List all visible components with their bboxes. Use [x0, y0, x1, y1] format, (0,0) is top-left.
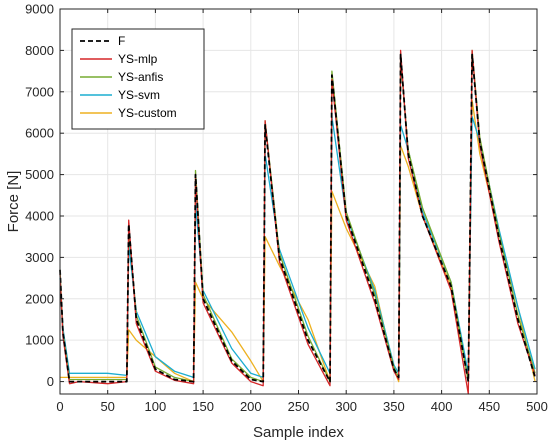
ticks: 0 50 100 150 200 250 300 350 400 450 5000100020003…: [25, 2, 548, 415]
y-tick-label: 8000: [25, 43, 54, 58]
series-line-f: [59, 53, 536, 383]
x-tick-label: 350: [383, 399, 405, 414]
x-tick-label: 100: [145, 399, 167, 414]
legend-entry: YS-custom: [118, 106, 177, 120]
y-tick-label: 3000: [25, 250, 54, 265]
y-tick-label: 2000: [25, 291, 54, 306]
x-tick-label: 300: [335, 399, 357, 414]
y-tick-label: 0: [47, 374, 54, 389]
y-tick-label: 6000: [25, 126, 54, 141]
y-tick-label: 9000: [25, 2, 54, 17]
x-tick-label: 400: [431, 399, 453, 414]
x-tick-label: 0: [56, 399, 63, 414]
legend-entry: YS-mlp: [118, 52, 158, 66]
x-axis-label: Sample index: [253, 424, 344, 441]
y-tick-label: 5000: [25, 167, 54, 182]
series-line-ys-mlp: [59, 49, 536, 395]
y-tick-label: 7000: [25, 84, 54, 99]
series-group: [59, 49, 536, 395]
legend-entry: F: [118, 34, 125, 48]
x-tick-label: 450: [478, 399, 500, 414]
y-tick-label: 4000: [25, 208, 54, 223]
y-tick-label: 1000: [25, 333, 54, 348]
x-tick-label: 200: [240, 399, 262, 414]
x-tick-label: 50: [100, 399, 114, 414]
x-tick-label: 250: [288, 399, 310, 414]
x-tick-label: 150: [192, 399, 214, 414]
legend-entry: YS-svm: [118, 88, 160, 102]
legend-entry: YS-anfis: [118, 70, 163, 84]
legend: F YS-mlp YS-anfis YS-svm YS-custom: [71, 28, 205, 130]
y-axis-label: Force [N]: [5, 171, 22, 233]
x-tick-label: 500: [526, 399, 548, 414]
